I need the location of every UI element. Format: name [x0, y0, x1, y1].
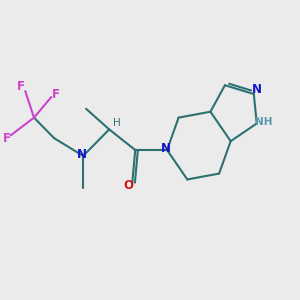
- Text: N: N: [77, 148, 87, 161]
- Text: N: N: [252, 83, 262, 96]
- Text: F: F: [17, 80, 25, 93]
- Text: N: N: [160, 142, 171, 155]
- Text: NH: NH: [255, 117, 273, 127]
- Text: F: F: [52, 88, 60, 100]
- Text: O: O: [123, 179, 133, 192]
- Text: F: F: [2, 132, 11, 145]
- Text: H: H: [112, 118, 120, 128]
